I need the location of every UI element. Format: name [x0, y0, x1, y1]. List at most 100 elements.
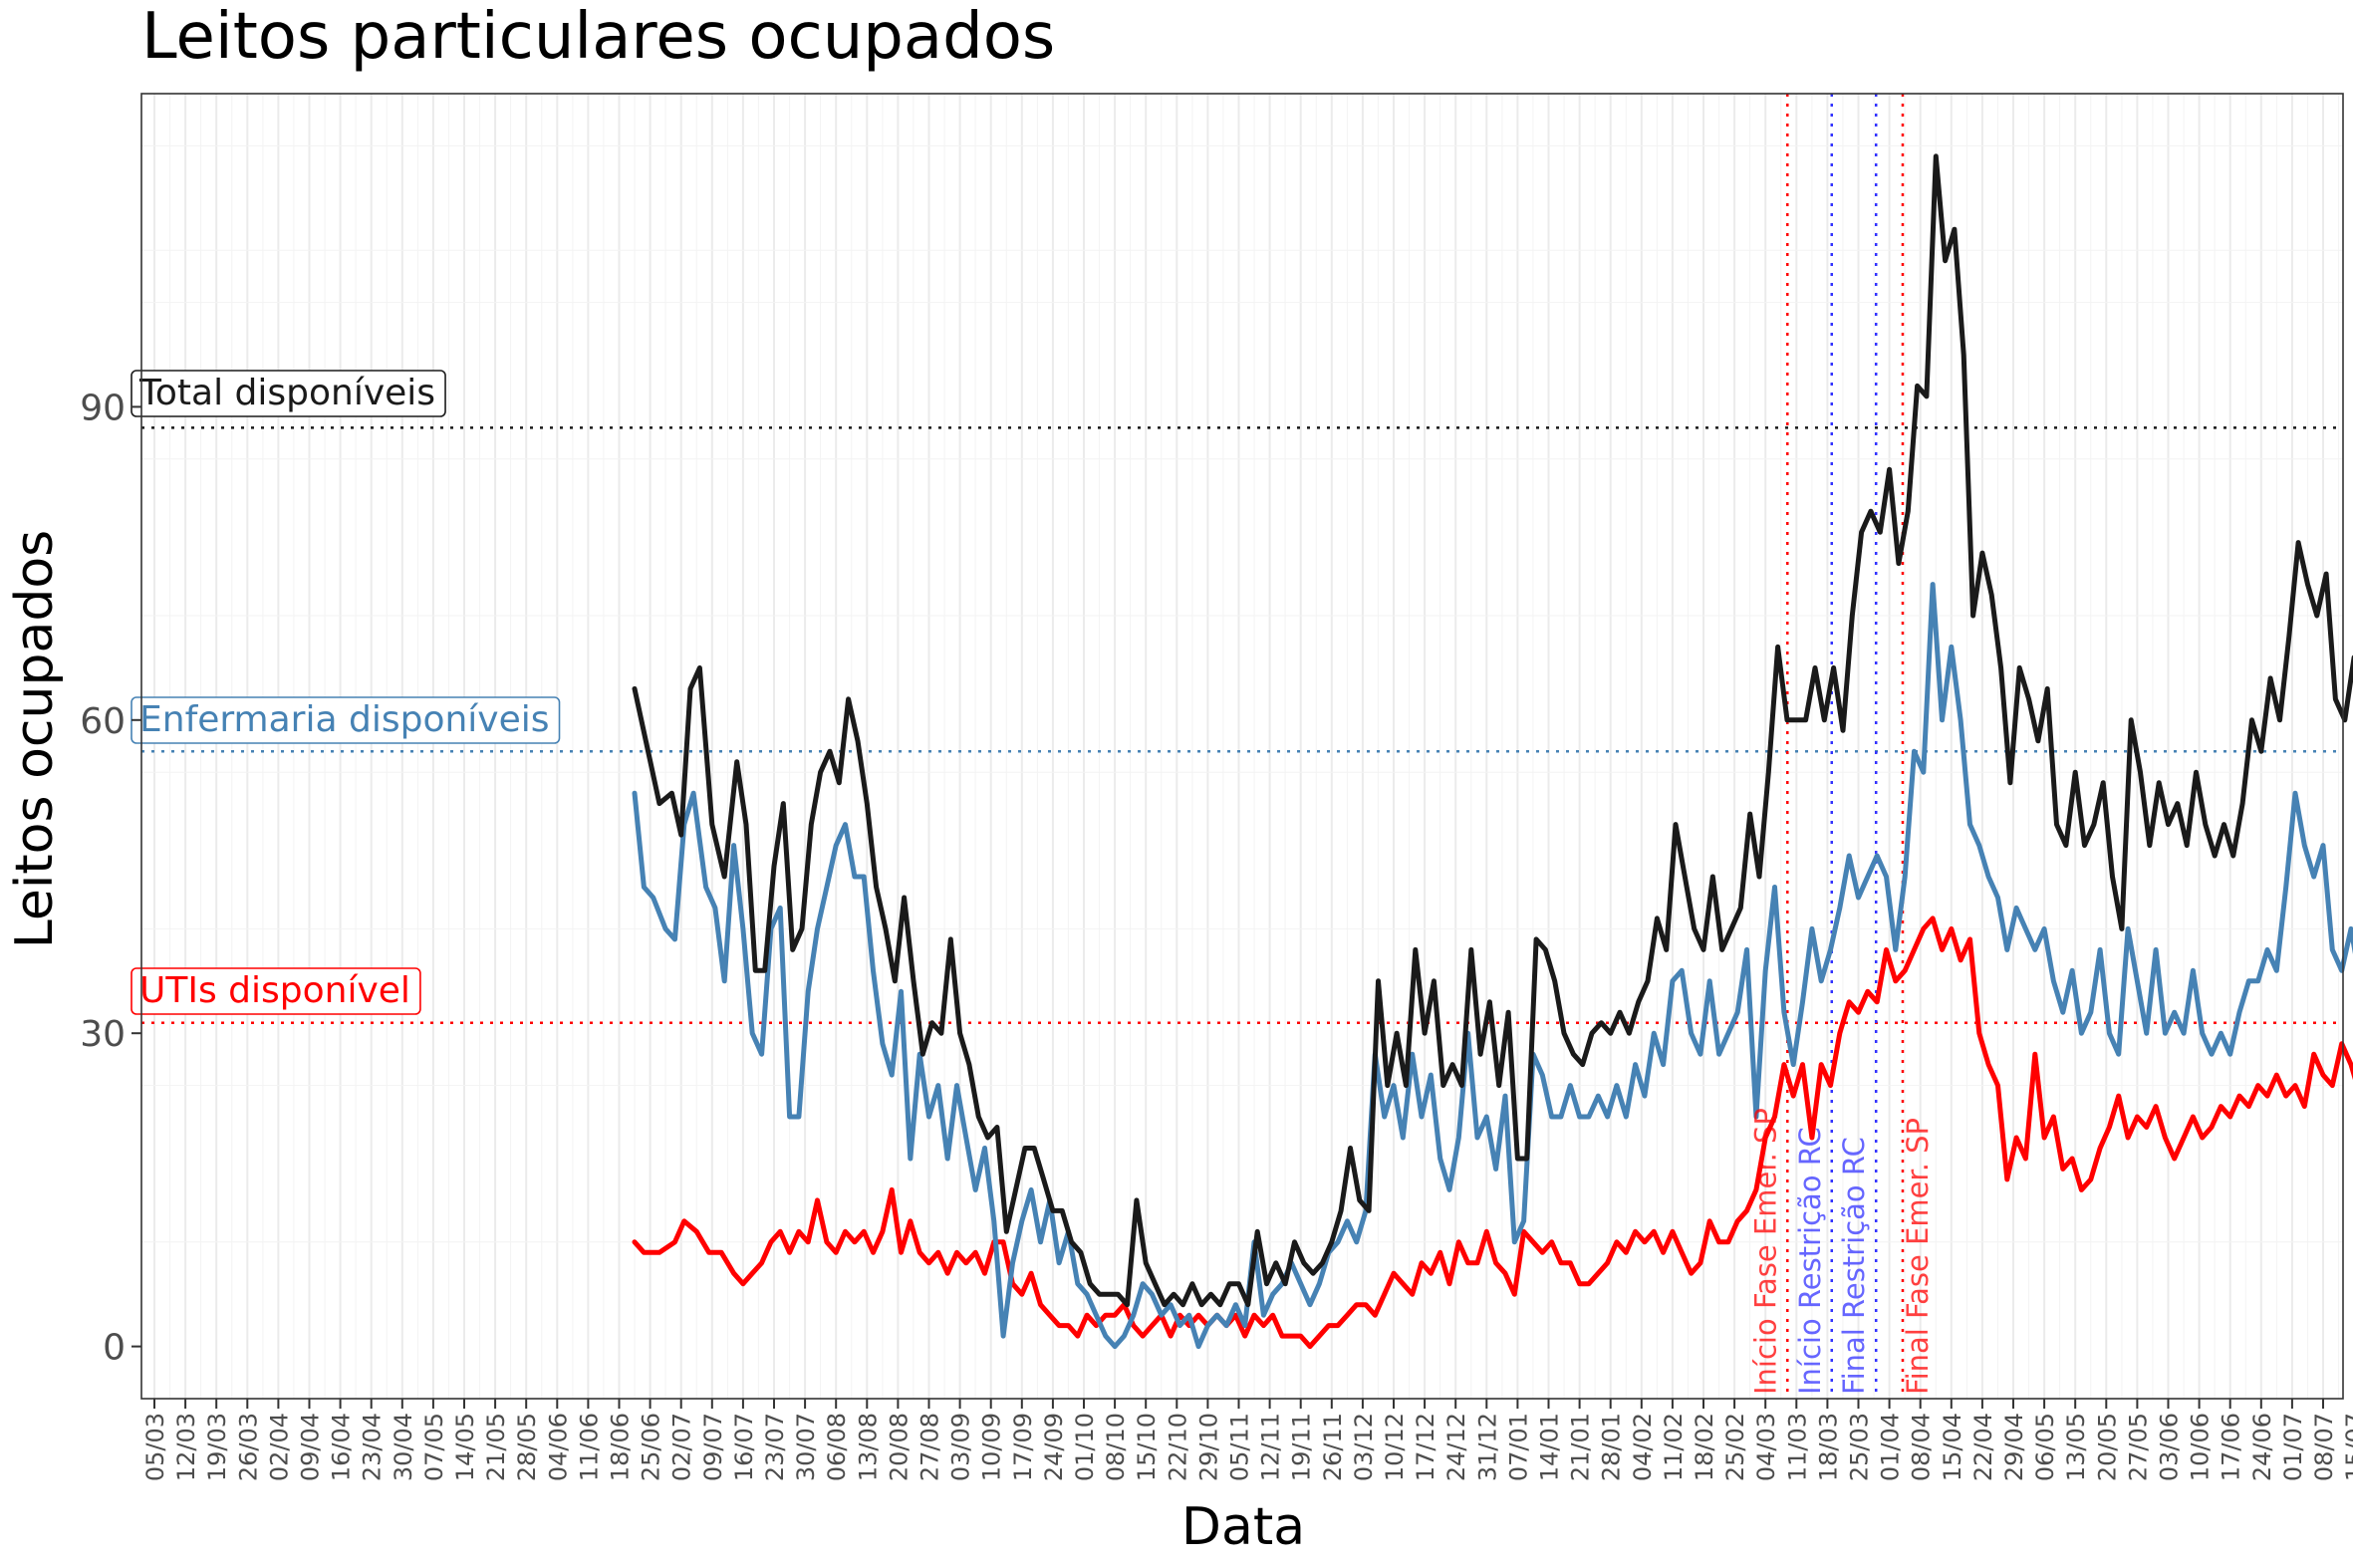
reference-vline-labels: Início Fase Emer. SP Início Restrição RC F…	[1748, 1108, 1935, 1395]
x-tick-label: 23/04	[359, 1413, 387, 1481]
hline-label-text: Total disponíveis	[138, 373, 435, 413]
x-tick-label: 04/03	[1752, 1413, 1780, 1481]
x-tick-label: 25/06	[638, 1413, 665, 1481]
x-tick-label: 27/05	[2124, 1413, 2152, 1481]
x-tick-label: 05/11	[1226, 1413, 1254, 1481]
x-tick-label: 01/07	[2279, 1413, 2307, 1481]
x-tick-label: 25/02	[1721, 1413, 1749, 1481]
x-tick-label: 13/08	[854, 1413, 882, 1481]
x-tick-label: 11/06	[575, 1413, 603, 1481]
x-tick-label: 12/11	[1257, 1413, 1285, 1481]
x-tick-label: 08/07	[2310, 1413, 2338, 1481]
x-tick-label: 03/12	[1350, 1413, 1378, 1481]
x-tick-label: 19/03	[203, 1413, 231, 1481]
x-tick-label: 03/06	[2156, 1413, 2184, 1481]
x-tick-label: 17/09	[1009, 1413, 1037, 1481]
x-tick-label: 06/05	[2031, 1413, 2059, 1481]
vline-label: Final Fase Emer. SP	[1901, 1118, 1935, 1395]
x-tick-label: 25/03	[1846, 1413, 1874, 1481]
x-tick-label: 08/10	[1102, 1413, 1130, 1481]
x-tick-label: 29/10	[1194, 1413, 1222, 1481]
x-tick-label: 29/04	[2000, 1413, 2028, 1481]
x-tick-label: 04/06	[544, 1413, 572, 1481]
x-tick-label: 07/01	[1504, 1413, 1532, 1481]
vline-label: Início Fase Emer. SP	[1748, 1108, 1782, 1395]
x-tick-label: 12/03	[172, 1413, 200, 1481]
y-tick-label: 60	[80, 701, 126, 742]
series-line-utis	[632, 915, 2353, 1350]
hline-label: UTIs disponível	[131, 967, 421, 1015]
hline-label: Enfermaria disponíveis	[131, 696, 561, 744]
hline-label-text: UTIs disponível	[139, 970, 410, 1011]
x-tick-label: 23/07	[761, 1413, 789, 1481]
x-axis-ticks: 05/03 12/03 19/03 26/03 02/04 09/04 16/04 23/04…	[141, 1399, 2353, 1481]
x-tick-label: 10/06	[2187, 1413, 2215, 1481]
x-tick-label: 14/05	[451, 1413, 479, 1481]
x-tick-label: 01/10	[1071, 1413, 1099, 1481]
x-axis-title: Data	[1181, 1497, 1305, 1557]
x-tick-label: 20/08	[885, 1413, 913, 1481]
x-tick-label: 24/06	[2248, 1413, 2276, 1481]
x-tick-label: 14/01	[1536, 1413, 1564, 1481]
x-tick-label: 20/05	[2093, 1413, 2121, 1481]
x-tick-label: 24/12	[1442, 1413, 1470, 1481]
vline-label: Final Restrição RC	[1837, 1137, 1871, 1395]
series-line-enfermaria	[632, 582, 2353, 1350]
x-tick-label: 11/02	[1660, 1413, 1688, 1481]
x-tick-label: 10/12	[1381, 1413, 1409, 1481]
x-tick-label: 21/05	[482, 1413, 510, 1481]
y-tick-label: 30	[80, 1014, 126, 1055]
x-tick-label: 15/10	[1133, 1413, 1161, 1481]
series-line-total	[632, 153, 2353, 1308]
x-tick-label: 19/11	[1288, 1413, 1316, 1481]
x-tick-label: 18/02	[1691, 1413, 1718, 1481]
x-tick-label: 22/10	[1164, 1413, 1191, 1481]
x-tick-label: 21/01	[1567, 1413, 1595, 1481]
x-tick-label: 27/08	[916, 1413, 944, 1481]
series-lines	[632, 153, 2353, 1350]
y-tick-label: 0	[103, 1328, 126, 1369]
x-tick-label: 09/04	[297, 1413, 325, 1481]
hline-label: Total disponíveis	[131, 370, 446, 417]
x-tick-label: 15/04	[1939, 1413, 1966, 1481]
x-tick-label: 03/09	[947, 1413, 975, 1481]
y-tick-label: 90	[80, 388, 126, 428]
x-tick-label: 28/05	[513, 1413, 541, 1481]
hline-label-box	[131, 370, 446, 417]
reference-hline-labels: Total disponíveis Enfermaria disponíveis U…	[131, 370, 561, 1015]
x-tick-label: 22/04	[1969, 1413, 1997, 1481]
x-tick-label: 05/03	[141, 1413, 169, 1481]
x-tick-label: 28/01	[1598, 1413, 1626, 1481]
x-tick-label: 02/07	[668, 1413, 696, 1481]
hline-label-box	[131, 967, 421, 1015]
y-axis-title: Leitos ocupados	[5, 530, 65, 948]
x-tick-label: 30/07	[792, 1413, 820, 1481]
x-tick-label: 16/07	[730, 1413, 758, 1481]
x-tick-label: 10/09	[978, 1413, 1006, 1481]
x-tick-label: 16/04	[328, 1413, 356, 1481]
hline-label-text: Enfermaria disponíveis	[139, 699, 550, 740]
grid	[141, 93, 2343, 1400]
x-tick-label: 13/05	[2062, 1413, 2090, 1481]
x-tick-label: 11/03	[1783, 1413, 1811, 1481]
vline-label: Início Restrição RC	[1793, 1127, 1827, 1395]
plot-panel-border	[140, 93, 2344, 1400]
x-tick-label: 26/11	[1319, 1413, 1347, 1481]
x-tick-label: 04/02	[1629, 1413, 1657, 1481]
x-tick-label: 18/03	[1814, 1413, 1842, 1481]
reference-vlines	[1786, 94, 1905, 1399]
x-tick-label: 17/06	[2218, 1413, 2245, 1481]
x-tick-label: 02/04	[265, 1413, 293, 1481]
x-tick-label: 08/04	[1908, 1413, 1936, 1481]
x-tick-label: 24/09	[1040, 1413, 1068, 1481]
x-tick-label: 26/03	[234, 1413, 262, 1481]
y-axis-ticks: 0 30 60 90	[80, 388, 141, 1369]
x-tick-label: 17/12	[1412, 1413, 1439, 1481]
x-tick-label: 06/08	[823, 1413, 851, 1481]
x-tick-label: 31/12	[1473, 1413, 1501, 1481]
x-tick-label: 07/05	[420, 1413, 448, 1481]
x-tick-label: 01/04	[1877, 1413, 1905, 1481]
x-tick-label: 30/04	[390, 1413, 417, 1481]
x-tick-label: 18/06	[607, 1413, 635, 1481]
